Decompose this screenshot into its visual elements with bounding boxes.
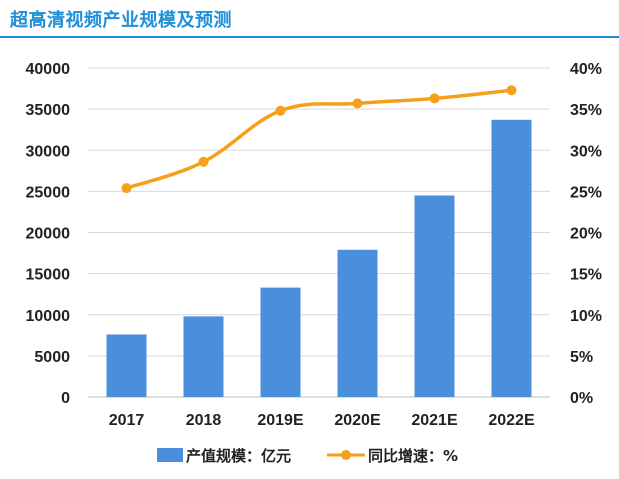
line-series xyxy=(121,85,517,194)
legend-bar-label: 产值规模：亿元 xyxy=(186,447,291,465)
right-axis-ticks: 0% 5% 10% 15% 20% 25% 30% 35% 40% xyxy=(570,61,602,407)
y2-tick-label: 10% xyxy=(570,308,602,325)
chart-title: 超高清视频产业规模及预测 xyxy=(10,10,232,31)
gridlines xyxy=(88,67,550,398)
line-point xyxy=(506,85,517,96)
bar xyxy=(337,249,378,397)
x-tick-label: 2019E xyxy=(257,412,304,429)
x-tick-label: 2020E xyxy=(334,412,381,429)
bar-series xyxy=(106,119,532,397)
y2-tick-label: 0% xyxy=(570,390,593,407)
legend: 产值规模：亿元 同比增速：% xyxy=(157,447,458,465)
line-point xyxy=(429,93,440,104)
line-point xyxy=(275,105,286,116)
y-tick-label: 0 xyxy=(61,390,70,407)
legend-bar-swatch xyxy=(157,448,183,462)
y2-tick-label: 20% xyxy=(570,226,602,243)
x-tick-label: 2022E xyxy=(488,412,535,429)
line-point xyxy=(352,98,363,109)
y-tick-label: 5000 xyxy=(34,349,70,366)
bar xyxy=(183,316,224,397)
left-axis-ticks: 0 5000 10000 15000 20000 25000 30000 35000 40000 xyxy=(26,61,71,407)
x-tick-label: 2018 xyxy=(186,412,222,429)
bar xyxy=(414,195,455,397)
line-point xyxy=(198,156,209,167)
y-tick-label: 10000 xyxy=(26,308,71,325)
line-point xyxy=(121,183,132,194)
y-tick-label: 25000 xyxy=(26,184,71,201)
y-tick-label: 20000 xyxy=(26,226,71,243)
y-tick-label: 35000 xyxy=(26,102,71,119)
bar xyxy=(491,119,532,397)
y2-tick-label: 5% xyxy=(570,349,593,366)
x-tick-label: 2017 xyxy=(109,412,145,429)
bar xyxy=(260,287,301,397)
y2-tick-label: 25% xyxy=(570,184,602,201)
bar xyxy=(106,334,147,397)
y2-tick-label: 40% xyxy=(570,61,602,78)
y2-tick-label: 35% xyxy=(570,102,602,119)
y-tick-label: 40000 xyxy=(26,61,71,78)
title-underline xyxy=(0,36,619,38)
legend-line-label: 同比增速：% xyxy=(368,447,458,465)
y-tick-label: 15000 xyxy=(26,267,71,284)
y-tick-label: 30000 xyxy=(26,143,71,160)
growth-line xyxy=(125,88,512,190)
x-axis-ticks: 2017 2018 2019E 2020E 2021E 2022E xyxy=(109,412,535,429)
legend-line-marker xyxy=(341,450,351,460)
y2-tick-label: 15% xyxy=(570,267,602,284)
x-tick-label: 2021E xyxy=(411,412,458,429)
y2-tick-label: 30% xyxy=(570,143,602,160)
